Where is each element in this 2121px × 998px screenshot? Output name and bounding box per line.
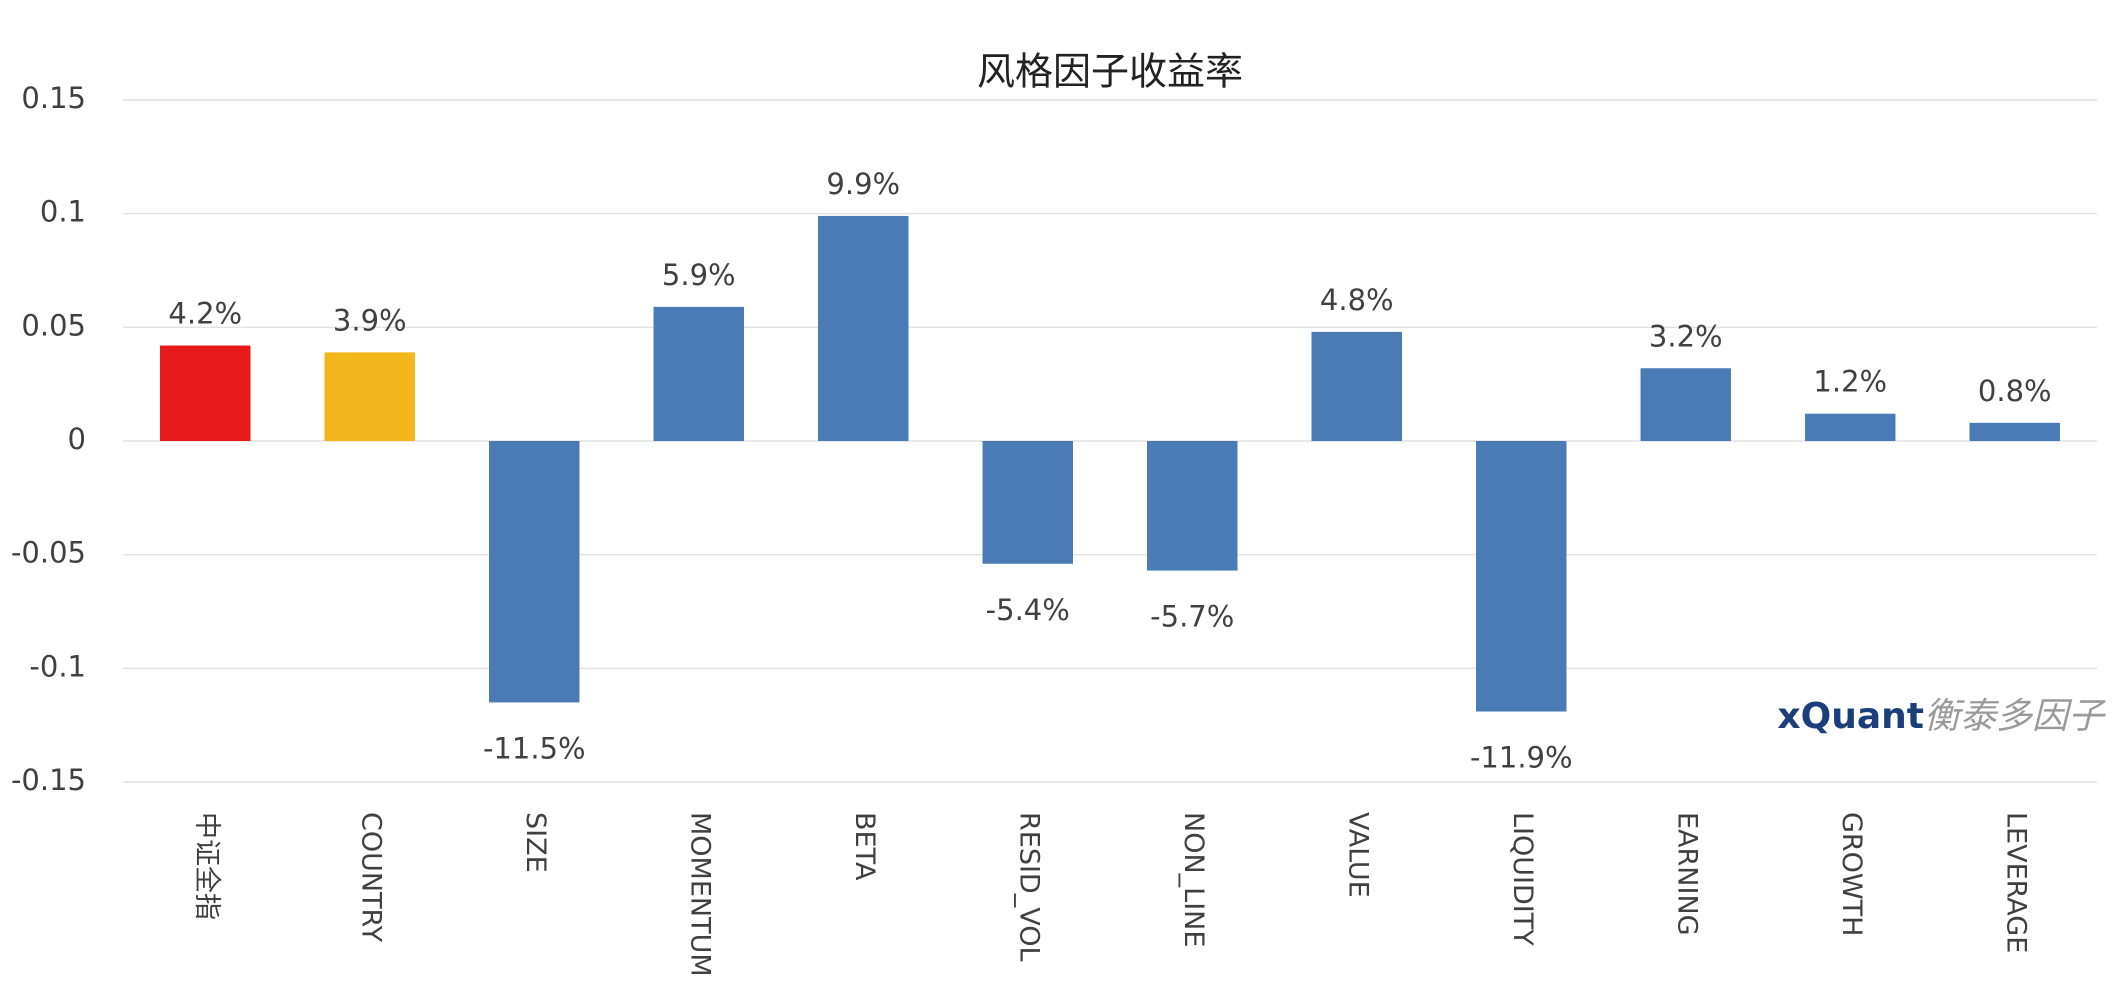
bar [1969, 422, 2060, 441]
bar [160, 345, 251, 441]
x-tick-label: NON_LINE [1178, 812, 1209, 947]
y-tick-label: 0.15 [21, 81, 86, 115]
value-label: 9.9% [826, 167, 900, 201]
bar [1476, 441, 1567, 712]
value-label: 4.8% [1320, 283, 1394, 317]
value-label: 3.9% [333, 303, 407, 337]
x-tick-label: EARNING [1671, 812, 1702, 936]
y-tick-label: -0.05 [11, 536, 86, 570]
x-tick-label: LIQUIDITY [1507, 812, 1538, 946]
y-tick-label: 0 [68, 422, 86, 456]
bar [489, 441, 580, 703]
value-label: -5.4% [986, 593, 1070, 627]
value-label: 0.8% [1978, 374, 2052, 408]
bar [982, 441, 1073, 564]
x-tick-label: MOMENTUM [684, 812, 715, 977]
watermark-text: 衡泰多因子 [1924, 696, 2107, 737]
x-tick-label: GROWTH [1836, 812, 1867, 936]
y-tick-label: -0.15 [11, 763, 86, 797]
x-tick-label: LEVERAGE [2000, 812, 2031, 953]
x-tick-label: SIZE [520, 812, 551, 873]
value-label: 1.2% [1813, 365, 1887, 399]
value-label: 3.2% [1649, 319, 1723, 353]
value-label: -5.7% [1150, 600, 1234, 634]
bar [1805, 413, 1896, 441]
value-label: 5.9% [662, 258, 736, 292]
value-label: -11.9% [1470, 741, 1573, 775]
x-tick-label: BETA [849, 812, 880, 881]
x-tick-label: COUNTRY [355, 812, 386, 943]
bar [1311, 331, 1402, 441]
bar [324, 352, 415, 441]
value-label: -11.5% [483, 731, 586, 765]
chart-title: 风格因子收益率 [977, 50, 1243, 94]
x-tick-label: RESID_VOL [1013, 812, 1044, 962]
y-tick-label: 0.05 [21, 308, 86, 342]
value-label: 4.2% [168, 297, 242, 331]
bar [1640, 368, 1731, 441]
bar [1147, 441, 1238, 571]
watermark-brand: xQuant [1777, 696, 1924, 737]
watermark: xQuant衡泰多因子 [1777, 696, 2107, 737]
bar [653, 306, 744, 441]
x-tick-label: VALUE [1342, 812, 1373, 898]
y-tick-label: 0.1 [40, 195, 86, 229]
bar [818, 215, 909, 441]
y-tick-label: -0.1 [29, 649, 86, 683]
x-tick-label: 中证全指 [191, 812, 222, 920]
